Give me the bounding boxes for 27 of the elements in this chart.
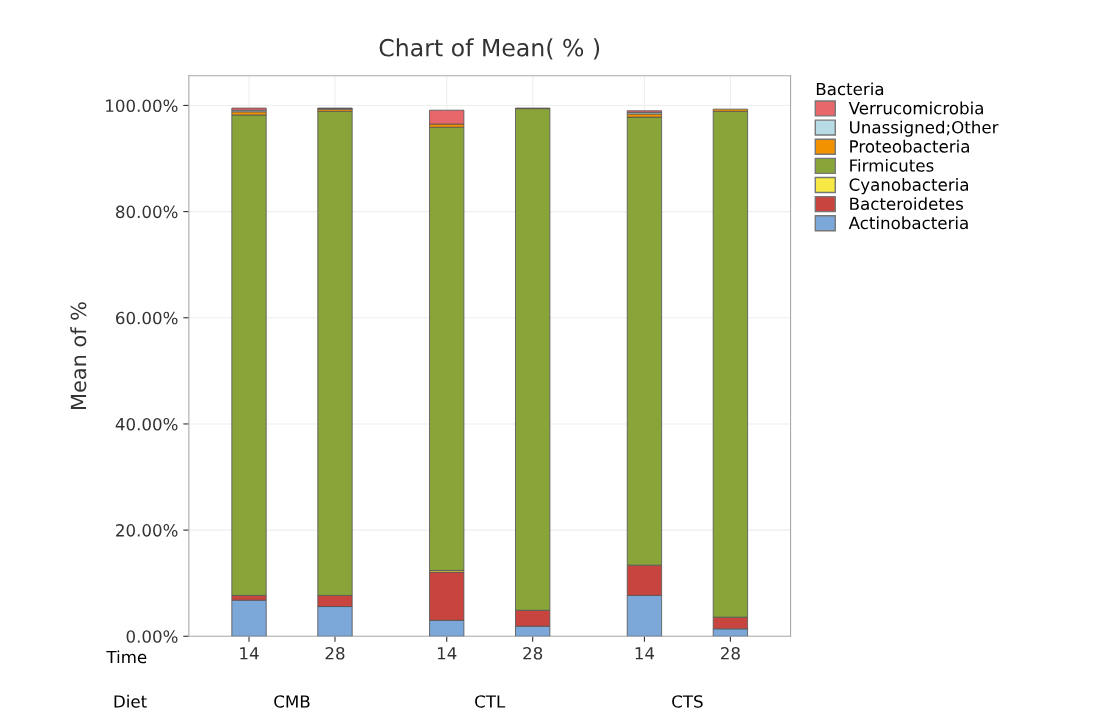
legend-label: Unassigned;Other [850,120,999,137]
y-tick-label: 100.00% [106,99,178,113]
text: CTS [672,695,703,708]
legend-label: Cyanobacteria [849,178,969,195]
x-tick-label: 28 [325,646,345,660]
legend-label: Bacteroidetes [850,197,964,211]
legend-label: Proteobacteria [850,139,969,153]
x-tick-label: 14 [240,647,259,660]
y-tick-label: 0.00% [126,630,178,643]
text: Diet [114,694,147,708]
legend-label: Firmicutes [850,158,934,172]
text: CTL [475,695,506,708]
y-tick-label: 80.00% [116,205,178,219]
y-tick-label: 20.00% [116,524,178,537]
legend-label: Actinobacteria [848,216,968,230]
text: CMB [274,695,310,708]
x-tick-label: 28 [523,646,543,660]
y-axis-title: Mean of % [70,302,87,409]
y-tick-label: 40.00% [115,417,178,431]
legend-title: Bacteria [816,82,884,96]
y-tick-label: 60.00% [116,311,178,325]
chart-title: Chart of Mean( % ) [379,38,600,60]
x-tick-label: 14 [437,647,457,660]
text: Time [106,650,147,664]
legend-label: Verrucomicrobia [848,101,983,115]
x-tick-label: 14 [635,647,655,660]
x-tick-label: 28 [721,646,740,660]
